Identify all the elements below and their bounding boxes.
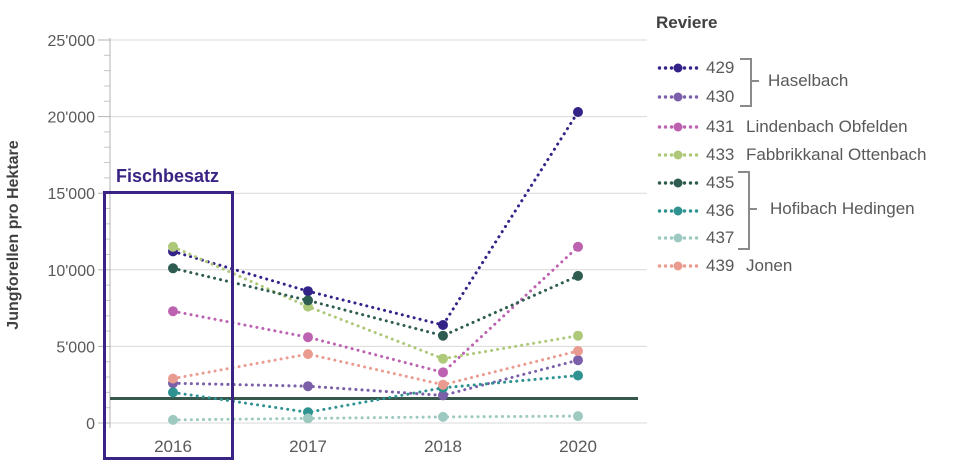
data-point-429-2017 — [303, 286, 313, 297]
y-tick-label: 20'000 — [47, 110, 95, 127]
data-point-435-2016 — [168, 263, 178, 274]
legend-marker-icon — [657, 233, 699, 243]
hofibach-group-label: Hofibach Hedingen — [770, 199, 915, 218]
y-tick-label: 15'000 — [47, 186, 95, 203]
legend-series-number: 439 — [706, 256, 735, 275]
data-point-435-2018 — [438, 330, 448, 341]
x-category-label: 2020 — [559, 437, 597, 456]
series-line-433 — [171, 245, 580, 361]
data-point-435-2020 — [573, 270, 583, 281]
data-point-436-2020 — [573, 370, 583, 381]
series-line-435 — [171, 266, 580, 338]
legend-marker-icon — [657, 206, 699, 216]
legend-marker-icon — [657, 122, 699, 132]
legend-series-number: 430 — [706, 87, 735, 106]
data-point-433-2018 — [438, 353, 448, 364]
hofibach-group-bracket — [738, 171, 750, 250]
legend-series-name: Fabbrikkanal Ottenbach — [746, 145, 927, 164]
legend-series-number: 437 — [706, 228, 735, 247]
data-point-431-2018 — [438, 367, 448, 378]
y-tick-label: 10'000 — [47, 263, 95, 280]
legend: Reviere Haselbach Hofibach Hedingen 429 4… — [656, 0, 956, 300]
legend-marker-icon — [657, 92, 699, 102]
series-line-439 — [171, 349, 580, 387]
data-point-437-2018 — [438, 411, 448, 422]
data-point-439-2017 — [303, 349, 313, 360]
legend-series-name: Jonen — [746, 256, 793, 275]
legend-title: Reviere — [656, 13, 718, 32]
legend-series-number: 435 — [706, 173, 735, 192]
data-point-439-2018 — [438, 379, 448, 390]
data-point-435-2017 — [303, 295, 313, 306]
data-point-439-2016 — [168, 373, 178, 384]
data-point-429-2018 — [438, 320, 448, 330]
haselbach-group-bracket — [740, 58, 752, 107]
fischbesatz-annotation-box — [103, 191, 234, 460]
haselbach-bracket-dash — [752, 80, 759, 82]
series-line-437 — [171, 414, 580, 422]
haselbach-group-label: Haselbach — [768, 71, 849, 90]
data-point-433-2016 — [168, 241, 178, 252]
series-line-430 — [171, 358, 580, 397]
legend-marker-icon — [657, 150, 699, 160]
legend-marker-icon — [657, 178, 699, 188]
data-point-431-2017 — [303, 332, 313, 343]
legend-marker-icon — [657, 63, 699, 73]
legend-series-number: 433 — [706, 145, 735, 164]
fischbesatz-annotation-label: Fischbesatz — [116, 166, 220, 186]
data-point-439-2020 — [573, 346, 583, 356]
data-point-429-2020 — [573, 107, 583, 117]
legend-series-number: 429 — [706, 58, 735, 77]
data-point-430-2018 — [438, 390, 448, 401]
data-point-431-2020 — [573, 241, 583, 252]
data-point-437-2016 — [168, 414, 178, 425]
series-line-436 — [171, 374, 580, 414]
data-point-430-2017 — [303, 381, 313, 392]
legend-series-number: 431 — [706, 117, 735, 136]
series-line-431 — [171, 245, 580, 375]
data-point-433-2020 — [573, 330, 583, 341]
data-point-430-2020 — [573, 355, 583, 366]
x-category-label: 2017 — [289, 437, 327, 456]
legend-marker-icon — [657, 261, 699, 271]
y-axis-title: Jungforellen pro Hektare — [5, 140, 22, 330]
y-tick-label: 5'000 — [56, 339, 95, 356]
hofibach-bracket-dash — [750, 208, 757, 210]
data-point-431-2016 — [168, 306, 178, 317]
x-category-label: 2018 — [424, 437, 462, 456]
legend-series-name: Lindenbach Obfelden — [746, 117, 908, 136]
y-tick-label: 0 — [86, 416, 95, 433]
legend-series-number: 436 — [706, 201, 735, 220]
x-category-label: 2016 — [154, 437, 192, 456]
data-point-436-2016 — [168, 387, 178, 398]
data-point-437-2017 — [303, 413, 313, 424]
data-point-437-2020 — [573, 411, 583, 422]
y-tick-label: 25'000 — [47, 33, 95, 50]
